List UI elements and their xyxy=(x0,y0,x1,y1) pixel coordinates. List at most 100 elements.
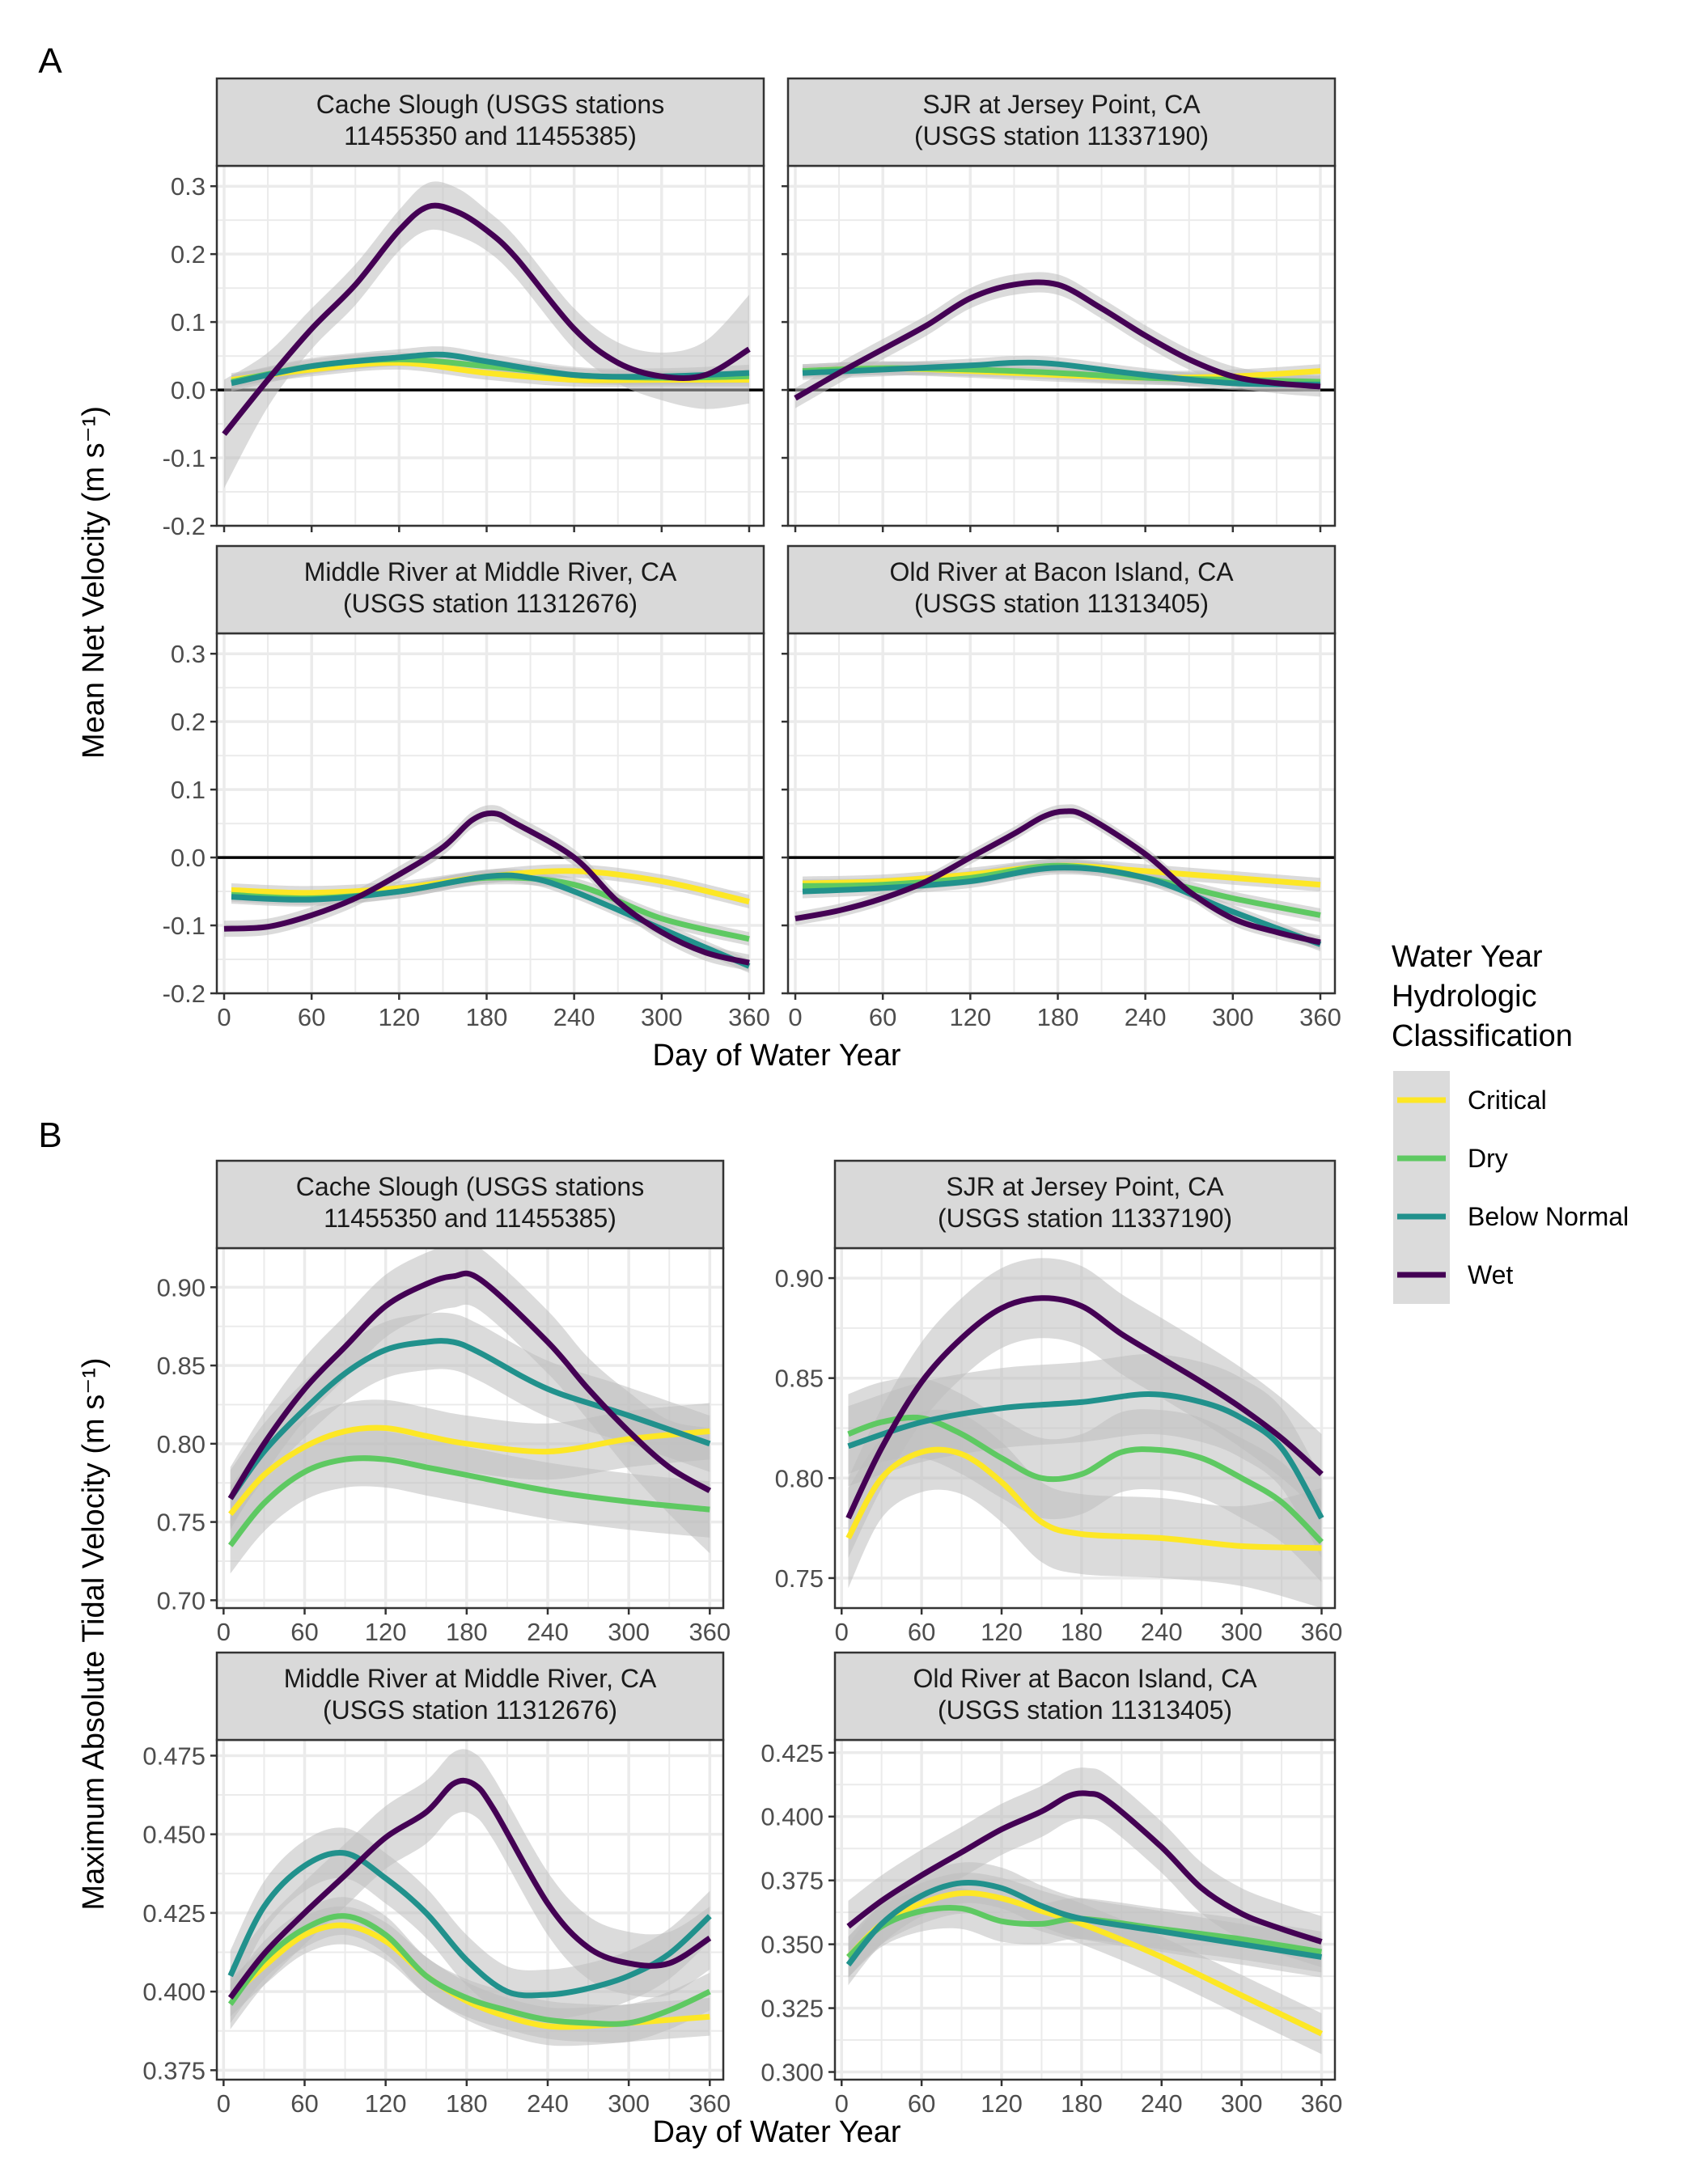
strip-header xyxy=(786,77,1337,167)
legend-title-line-3: Classification xyxy=(1392,1019,1573,1053)
confidence-band-wet xyxy=(224,805,749,971)
x-tick-label: 180 xyxy=(1061,2089,1103,2118)
legend-keys: Critical Dry Below Normal Wet xyxy=(1393,1071,1629,1304)
x-tick-label: 180 xyxy=(1061,1618,1103,1646)
y-tick-label: 0.475 xyxy=(142,1742,205,1770)
series-line-dry xyxy=(227,1455,710,1547)
legend-label-wet: Wet xyxy=(1468,1260,1513,1289)
x-tick-label: 300 xyxy=(608,2089,650,2118)
strip-title-line: (USGS station 11313405) xyxy=(938,1695,1232,1725)
x-tick-label: 60 xyxy=(908,1618,935,1646)
confidence-band-wet xyxy=(795,804,1320,950)
x-tick-label: 360 xyxy=(1299,1003,1341,1031)
facet-old-river-bacon-island-velocity: Old River at Bacon Island, CA (USGS stati… xyxy=(782,544,1341,1031)
y-tick-label: 0.2 xyxy=(171,240,205,269)
strip-title-line: (USGS station 11313405) xyxy=(914,589,1209,618)
strip-title-line: SJR at Jersey Point, CA xyxy=(946,1172,1224,1201)
x-tick-label: 60 xyxy=(290,2089,318,2118)
y-tick-label: 0.75 xyxy=(157,1509,205,1537)
x-tick-label: 360 xyxy=(1301,1618,1343,1646)
strip-title-line: Middle River at Middle River, CA xyxy=(284,1664,657,1693)
x-tick-label: 360 xyxy=(688,2089,731,2118)
strip-title-line: 11455350 and 11455385) xyxy=(344,121,637,150)
strip-header xyxy=(833,1159,1337,1250)
y-axis-title-a: Mean Net Velocity (m s⁻¹) xyxy=(77,406,111,759)
x-tick-label: 60 xyxy=(290,1618,318,1646)
series-layer xyxy=(227,1749,712,2046)
x-tick-label: 240 xyxy=(1125,1003,1167,1031)
y-tick-label: 0.425 xyxy=(142,1899,205,1928)
y-tick-label: 0.80 xyxy=(775,1464,824,1492)
y-tick-label: 0.400 xyxy=(761,1803,824,1831)
y-tick-label: 0.400 xyxy=(142,1978,205,2006)
x-tick-label: 120 xyxy=(365,1618,407,1646)
x-tick-label: 180 xyxy=(1037,1003,1079,1031)
legend-title-line-1: Water Year xyxy=(1392,940,1543,974)
y-tick-label: -0.2 xyxy=(163,512,205,540)
legend-label-below-normal: Below Normal xyxy=(1468,1202,1629,1231)
x-tick-label: 180 xyxy=(466,1003,508,1031)
x-tick-label: 60 xyxy=(869,1003,896,1031)
series-line-below-normal xyxy=(802,359,1321,387)
strip-header xyxy=(215,544,765,635)
x-tick-label: 360 xyxy=(1301,2089,1343,2118)
x-tick-label: 240 xyxy=(553,1003,595,1031)
facet-old-river-bacon-island-tidal: Old River at Bacon Island, CA(USGS stati… xyxy=(761,1651,1343,2118)
series-line-below-normal xyxy=(847,1391,1324,1520)
series-layer xyxy=(845,1767,1324,2055)
series-line-below-normal xyxy=(802,865,1322,947)
series-layer xyxy=(227,1248,712,1574)
legend-label-critical: Critical xyxy=(1468,1086,1547,1115)
x-tick-label: 60 xyxy=(908,2089,935,2118)
x-tick-label: 180 xyxy=(446,1618,488,1646)
series-line-wet xyxy=(794,279,1321,401)
strip-title-line: Cache Slough (USGS stations xyxy=(316,90,664,119)
panel-tag-b: B xyxy=(38,1115,61,1155)
strip-header xyxy=(786,544,1337,635)
confidence-band-wet xyxy=(230,1749,710,2030)
x-tick-label: 120 xyxy=(365,2089,407,2118)
y-tick-label: 0.450 xyxy=(142,1821,205,1849)
series-layer xyxy=(222,181,751,489)
series-line-wet xyxy=(227,1777,712,2000)
series-line-wet xyxy=(222,202,751,436)
strip-header xyxy=(215,1159,725,1250)
x-tick-label: 360 xyxy=(728,1003,770,1031)
legend: Water Year Hydrologic Classification Cri… xyxy=(1392,940,1629,1304)
y-tick-label: 0.85 xyxy=(775,1365,824,1393)
x-tick-label: 240 xyxy=(527,2089,569,2118)
x-tick-label: 300 xyxy=(1221,2089,1263,2118)
strip-title-line: (USGS station 11312676) xyxy=(343,589,638,618)
y-tick-label: 0.375 xyxy=(761,1867,824,1895)
strip-title-line: Middle River at Middle River, CA xyxy=(304,557,677,586)
x-tick-label: 300 xyxy=(1221,1618,1263,1646)
series-line-wet xyxy=(846,1790,1323,1945)
x-tick-label: 120 xyxy=(981,2089,1023,2118)
x-tick-label: 120 xyxy=(378,1003,420,1031)
y-tick-label: 0.1 xyxy=(171,308,205,336)
y-tick-label: 0.375 xyxy=(142,2056,205,2085)
confidence-band-dry xyxy=(230,1429,710,1574)
y-tick-label: 0.80 xyxy=(157,1430,205,1458)
series-layer xyxy=(794,804,1322,951)
legend-label-dry: Dry xyxy=(1468,1144,1508,1173)
x-tick-label: 120 xyxy=(981,1618,1023,1646)
series-line-dry xyxy=(227,1913,711,2027)
strip-header xyxy=(215,1651,725,1742)
confidence-band-wet xyxy=(224,181,749,489)
series-line-below-normal xyxy=(845,1879,1323,1967)
series-line-wet xyxy=(223,810,750,966)
x-tick-label: 0 xyxy=(217,2089,231,2118)
x-tick-label: 240 xyxy=(1141,2089,1183,2118)
x-tick-label: 0 xyxy=(217,1003,231,1031)
y-tick-label: 0.1 xyxy=(171,776,205,804)
strip-title-line: Old River at Bacon Island, CA xyxy=(913,1664,1257,1693)
x-tick-label: 360 xyxy=(688,1618,731,1646)
facet-cache-slough-tidal: Cache Slough (USGS stations 11455350 and … xyxy=(157,1159,731,1646)
series-layer xyxy=(794,272,1321,408)
confidence-band-wet xyxy=(230,1248,710,1554)
y-tick-label: 0.90 xyxy=(157,1273,205,1302)
x-tick-label: 0 xyxy=(788,1003,802,1031)
